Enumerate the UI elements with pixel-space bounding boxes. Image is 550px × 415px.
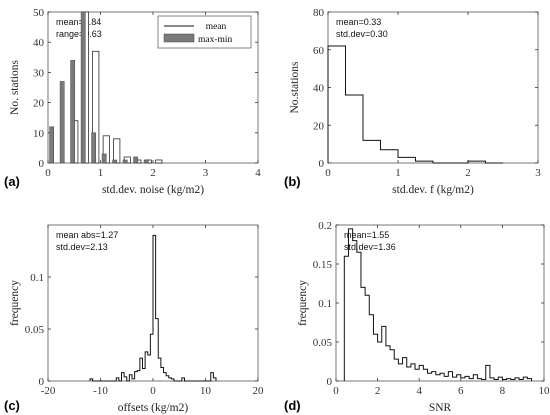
x-tick-label: -10 xyxy=(93,385,108,397)
y-tick-label: 0 xyxy=(319,158,325,170)
y-tick-label: 0 xyxy=(39,376,45,388)
bar-max-min xyxy=(49,126,55,164)
stats-annotation: mean abs=1.27 xyxy=(56,230,118,240)
y-tick-label: 0.2 xyxy=(318,220,332,232)
y-tick-label: 10 xyxy=(33,128,45,140)
panel-letter: (b) xyxy=(284,174,301,189)
y-axis-label: frequency xyxy=(297,280,309,326)
x-tick-label: 3 xyxy=(535,167,541,179)
x-tick-label: 0 xyxy=(45,167,51,179)
x-axis-label: std.dev. f (kg/m2) xyxy=(392,184,474,196)
bar-max-min xyxy=(91,132,97,164)
legend-swatch-max-min xyxy=(163,33,195,43)
y-tick-label: 50 xyxy=(33,7,45,19)
histogram-outline xyxy=(89,234,217,382)
y-tick-label: 0 xyxy=(39,158,45,170)
y-tick-label: 40 xyxy=(33,37,45,49)
panel-letter: (c) xyxy=(4,398,20,413)
stats-annotation: std.dev=2.13 xyxy=(56,242,108,252)
stats-annotation: mean=1.55 xyxy=(344,230,389,240)
stats-annotation: range=0.63 xyxy=(56,29,102,39)
x-tick-label: 0 xyxy=(150,385,156,397)
histogram-outline xyxy=(327,45,503,164)
y-tick-label: 0.05 xyxy=(25,324,45,336)
x-axis-label: std.dev. noise (kg/m2) xyxy=(102,184,204,196)
panel-letter: (d) xyxy=(284,398,301,413)
x-tick-label: 6 xyxy=(458,385,464,397)
panel-letter: (a) xyxy=(4,174,20,189)
bar-max-min xyxy=(122,159,128,164)
x-tick-label: 20 xyxy=(253,385,265,397)
x-tick-label: 1 xyxy=(98,167,104,179)
legend-box xyxy=(157,15,252,49)
panel-c-offsets-frequency-histogram: -20 -10 0 10 20 0 0.05 0.1 offsets (kg/m2) freque… xyxy=(4,224,265,414)
y-tick-label: 60 xyxy=(313,45,325,57)
bar-mean xyxy=(113,138,121,164)
y-tick-label: 20 xyxy=(313,120,325,132)
x-axis-label: SNR xyxy=(429,402,452,414)
x-tick-label: 4 xyxy=(255,167,261,179)
x-tick-label: 10 xyxy=(539,385,550,397)
panel-b-stations-f-histogram: 0 1 2 3 0 20 40 60 80 std.dev. f (kg/m2) No.statio… xyxy=(284,7,541,196)
y-tick-label: 0.1 xyxy=(318,298,332,310)
x-axis-label: offsets (kg/m2) xyxy=(118,402,189,414)
y-axis-label: No. stations xyxy=(9,60,21,115)
x-tick-label: 2 xyxy=(465,167,471,179)
y-tick-label: 0.05 xyxy=(313,337,333,349)
legend: mean max-min xyxy=(157,15,252,49)
bar-max-min xyxy=(133,156,139,164)
bar-max-min xyxy=(80,11,86,164)
x-tick-label: 0 xyxy=(325,167,331,179)
histogram-outline xyxy=(343,228,533,381)
legend-entry-max-min: max-min xyxy=(198,35,233,45)
x-tick-label: -20 xyxy=(41,385,56,397)
x-tick-label: 8 xyxy=(500,385,506,397)
x-tick-label: 2 xyxy=(150,167,156,179)
x-tick-label: 2 xyxy=(375,385,381,397)
x-tick-label: 10 xyxy=(200,385,212,397)
x-tick-label: 1 xyxy=(395,167,401,179)
x-tick-label: 4 xyxy=(416,385,422,397)
y-tick-label: 40 xyxy=(313,83,325,95)
panel-d-snr-frequency-histogram: 0 2 4 6 8 10 0 0.05 0.1 0.15 0.2 SNR frequency (d) mea… xyxy=(284,220,550,414)
bar-max-min xyxy=(101,153,107,164)
y-axis-label: frequency xyxy=(9,280,21,326)
legend-entry-mean: mean xyxy=(206,22,227,32)
y-tick-label: 0.1 xyxy=(30,272,44,284)
y-axis-label: No.stations xyxy=(289,61,301,114)
bar-max-min xyxy=(59,81,65,164)
stats-annotation: mean=0.33 xyxy=(336,17,381,27)
y-tick-label: 20 xyxy=(33,98,45,110)
y-tick-label: 30 xyxy=(33,67,45,79)
y-tick-label: 0 xyxy=(327,376,333,388)
bar-max-min xyxy=(143,159,149,164)
bar-max-min xyxy=(70,60,76,164)
stats-annotation: std.dev=0.30 xyxy=(336,29,388,39)
y-tick-label: 80 xyxy=(313,7,325,19)
stats-annotation: std.dev=1.36 xyxy=(344,242,396,252)
y-tick-label: 0.15 xyxy=(313,259,333,271)
bar-max-min xyxy=(112,159,118,164)
x-tick-label: 0 xyxy=(333,385,339,397)
stats-annotation: mean=0.84 xyxy=(56,17,101,27)
x-tick-label: 3 xyxy=(203,167,209,179)
bar-mean xyxy=(155,159,163,164)
